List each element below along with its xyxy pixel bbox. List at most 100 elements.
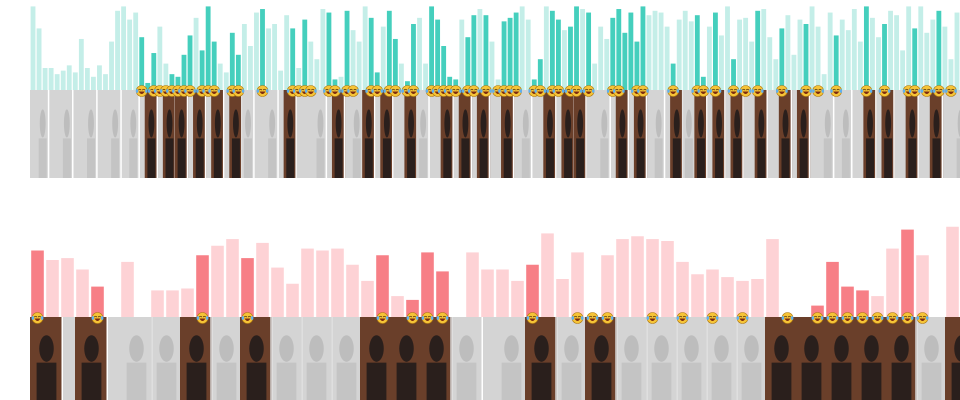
bar — [863, 6, 869, 90]
bar — [332, 79, 338, 90]
laughing-face-emoji-icon — [421, 312, 434, 324]
laughing-face-emoji-icon — [467, 85, 480, 97]
bar — [568, 26, 573, 90]
video-frame-thumbnail — [210, 317, 243, 400]
bar — [235, 54, 241, 90]
top-timeline-chart — [30, 6, 960, 178]
bar — [628, 12, 634, 91]
bar — [61, 258, 74, 317]
bar — [821, 74, 827, 90]
bar — [713, 12, 718, 91]
video-frame-thumbnail — [915, 317, 948, 400]
bar — [809, 6, 815, 90]
bar — [90, 76, 96, 90]
video-frame-thumbnail — [839, 90, 853, 178]
bar — [254, 12, 259, 91]
video-frame-thumbnail — [670, 90, 684, 178]
video-frame-thumbnail — [331, 90, 346, 178]
bar — [308, 41, 314, 90]
bar — [316, 250, 329, 317]
bar — [256, 242, 269, 317]
bar — [574, 6, 579, 90]
laughing-face-emoji-icon — [637, 85, 649, 97]
bar — [676, 19, 682, 91]
bar — [556, 279, 569, 317]
video-frame-thumbnail — [501, 90, 515, 178]
bar — [417, 17, 422, 91]
bar — [48, 68, 54, 90]
video-frame-thumbnail — [796, 90, 811, 178]
bar — [507, 17, 513, 91]
video-frame-thumbnail — [682, 90, 696, 178]
laughing-face-emoji-icon — [232, 85, 245, 97]
bar — [537, 59, 543, 90]
bar — [302, 19, 308, 91]
bar — [912, 28, 918, 90]
video-frame-thumbnail — [735, 317, 768, 400]
laughing-face-emoji-icon — [347, 85, 359, 97]
video-frame-thumbnail — [929, 90, 944, 178]
video-frame-thumbnail — [144, 90, 159, 178]
laughing-face-emoji-icon — [91, 312, 104, 324]
bar — [888, 10, 893, 90]
bar — [942, 26, 948, 90]
video-frame-thumbnail — [211, 90, 225, 178]
bar — [501, 21, 507, 90]
video-frame-thumbnail — [174, 90, 189, 178]
laughing-face-emoji-icon — [727, 85, 740, 97]
video-frame-thumbnail — [120, 317, 153, 400]
laughing-face-emoji-icon — [826, 312, 839, 324]
laughing-face-emoji-icon — [510, 85, 523, 97]
bar — [496, 269, 509, 317]
laughing-face-emoji-icon — [31, 312, 44, 324]
laughing-face-emoji-icon — [601, 312, 614, 324]
bar — [743, 17, 749, 91]
bar — [466, 252, 479, 317]
bar — [30, 6, 36, 90]
bar — [296, 68, 302, 90]
bar — [562, 30, 567, 90]
bar — [145, 82, 151, 90]
video-frame-thumbnail — [84, 90, 98, 178]
video-frame-thumbnail — [821, 90, 835, 178]
bar — [338, 76, 344, 90]
laughing-face-emoji-icon — [841, 312, 854, 324]
bar — [66, 65, 72, 90]
bar — [133, 12, 139, 91]
bar — [241, 24, 247, 90]
video-frame-thumbnail — [180, 317, 213, 400]
bar — [350, 30, 356, 90]
bar — [871, 296, 884, 317]
video-frame-thumbnail — [313, 90, 328, 178]
bar — [423, 63, 428, 90]
bar — [543, 6, 549, 90]
bar — [411, 24, 416, 90]
video-frame-thumbnail — [420, 317, 453, 400]
bar — [948, 59, 954, 90]
bar — [691, 274, 704, 317]
laughing-face-emoji-icon — [552, 85, 565, 97]
bar — [84, 68, 90, 90]
bar — [91, 286, 104, 317]
laughing-face-emoji-icon — [878, 85, 891, 97]
bar — [331, 248, 344, 317]
video-frame-thumbnail — [945, 317, 960, 400]
video-frame-thumbnail — [60, 90, 74, 178]
video-frame-thumbnail — [519, 90, 533, 178]
video-frame-thumbnail — [705, 317, 738, 400]
video-frame-thumbnail — [108, 90, 122, 178]
video-frame-thumbnail — [561, 90, 575, 178]
laughing-face-emoji-icon — [389, 85, 402, 97]
bar — [223, 72, 229, 90]
video-frame-thumbnail — [476, 90, 491, 178]
laughing-face-emoji-icon — [781, 312, 794, 324]
laughing-face-emoji-icon — [811, 312, 824, 324]
bar — [900, 50, 906, 90]
laughing-face-emoji-icon — [526, 312, 539, 324]
laughing-face-emoji-icon — [856, 312, 869, 324]
laughing-face-emoji-icon — [241, 312, 254, 324]
video-frame-thumbnail — [330, 317, 363, 400]
bar — [916, 255, 929, 317]
bar — [616, 9, 622, 90]
bar — [103, 74, 108, 90]
